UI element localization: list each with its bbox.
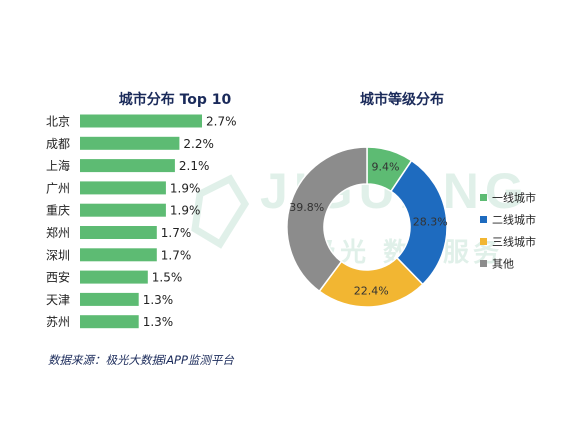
bar-value-label: 1.9% (170, 204, 201, 218)
bar-category-label: 成都 (46, 137, 70, 151)
slice-value-label: 22.4% (354, 284, 389, 297)
bar-value-label: 1.5% (152, 271, 183, 285)
legend-swatch (480, 238, 487, 245)
bar-value-label: 2.2% (183, 137, 214, 151)
bar-value-label: 2.1% (179, 159, 210, 173)
bar (80, 136, 180, 150)
slice-value-label: 28.3% (413, 215, 448, 228)
bar-value-label: 2.7% (206, 115, 237, 129)
donut-chart-title: 城市等级分布 (360, 91, 444, 108)
donut-slice (286, 146, 368, 293)
bar-category-label: 苏州 (46, 315, 70, 329)
bar-category-label: 天津 (46, 293, 70, 307)
bar-category-label: 郑州 (46, 225, 70, 240)
slice-value-label: 9.4% (372, 160, 400, 173)
legend-label: 三线城市 (492, 235, 536, 249)
legend-swatch (480, 260, 487, 267)
bar-value-label: 1.3% (143, 293, 174, 307)
bar-category-label: 重庆 (46, 204, 70, 218)
bar-category-label: 北京 (46, 115, 70, 129)
legend-swatch (480, 194, 487, 201)
bar (80, 292, 139, 306)
legend-label: 二线城市 (492, 213, 536, 227)
legend-label: 一线城市 (492, 191, 536, 205)
bar (80, 203, 166, 217)
bar (80, 226, 157, 239)
bar-value-label: 1.7% (161, 248, 192, 262)
legend-swatch (480, 216, 487, 223)
donut-chart: 城市等级分布 9.4% 28.3% 22.4% 39.8% 一线城市二线城市三线城市其… (286, 91, 536, 308)
bar-category-label: 深圳 (46, 248, 70, 262)
bar-chart-title: 城市分布 Top 10 (119, 91, 232, 108)
bar (80, 248, 157, 262)
donut-group: 9.4% 28.3% 22.4% 39.8% (286, 146, 448, 308)
bar-value-label: 1.3% (143, 315, 174, 329)
bar-value-label: 1.9% (170, 181, 201, 195)
bar-group: 北京 2.7% 成都 2.2% 上海 2.1% 广州 1.9% 重庆 1.9% 郑州 1.7% 深圳 1.… (46, 114, 237, 329)
bar (80, 181, 166, 195)
slice-value-label: 39.8% (289, 201, 324, 214)
bar-category-label: 西安 (46, 270, 70, 285)
bar (80, 159, 175, 173)
bar (80, 315, 139, 329)
bar (80, 270, 148, 284)
bar-chart: 城市分布 Top 10 北京 2.7% 成都 2.2% 上海 2.1% 广州 1.9% 重庆 1.… (46, 91, 237, 329)
bar-category-label: 上海 (46, 158, 70, 173)
data-source: 数据来源：极光大数据iAPP监测平台 (48, 353, 234, 367)
donut-slice (389, 159, 448, 286)
legend-label: 其他 (492, 258, 514, 271)
bar-value-label: 1.7% (161, 226, 192, 240)
bar (80, 114, 202, 128)
bar-category-label: 广州 (46, 181, 70, 195)
